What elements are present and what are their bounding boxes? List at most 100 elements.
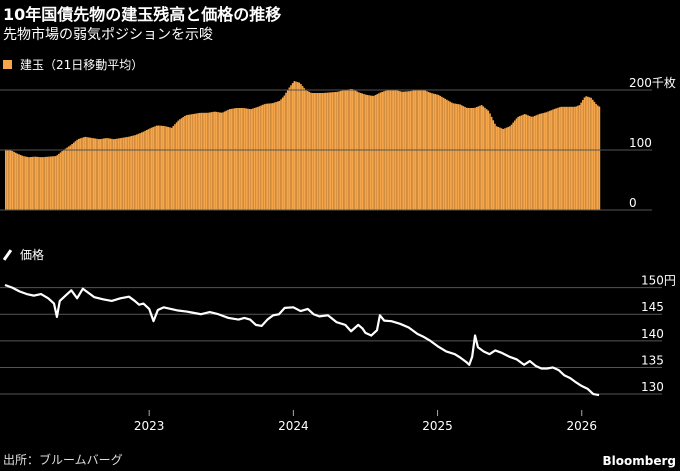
open-interest-bar [596, 105, 599, 210]
open-interest-bar [313, 93, 316, 210]
open-interest-bar [16, 153, 19, 210]
open-interest-bar [131, 135, 133, 210]
open-interest-bar [530, 116, 533, 210]
open-interest-bar [132, 135, 135, 210]
open-interest-bar [509, 126, 511, 210]
open-interest-bar [87, 137, 90, 210]
open-interest-bar [567, 106, 569, 210]
open-interest-bar [213, 111, 216, 210]
open-interest-bar [520, 115, 523, 210]
open-interest-bar [247, 108, 249, 210]
open-interest-bar [59, 152, 62, 210]
open-interest-bar [273, 102, 276, 210]
open-interest-bar [195, 113, 198, 210]
open-interest-bar [106, 138, 108, 210]
open-interest-bar [575, 106, 577, 210]
open-interest-bar [170, 127, 173, 210]
open-interest-bar [482, 106, 485, 210]
open-interest-bar [543, 112, 546, 210]
open-interest-bar [295, 81, 297, 210]
open-interest-bar [336, 91, 339, 210]
open-interest-bar [568, 106, 571, 210]
legend-open-interest: 建玉（21日移動平均） [3, 56, 143, 73]
open-interest-bar [519, 116, 521, 210]
open-interest-bar [71, 144, 73, 210]
open-interest-bar [265, 103, 267, 210]
open-interest-bar [557, 107, 559, 210]
open-interest-bar [376, 94, 379, 210]
open-interest-bar [298, 82, 301, 210]
open-interest-bar [39, 157, 42, 210]
open-interest-bar [137, 133, 140, 210]
price-y-tick-label: 150円 [641, 274, 676, 288]
open-interest-bar [235, 108, 238, 210]
open-interest-bar [13, 151, 15, 210]
open-interest-bar [479, 105, 481, 210]
open-interest-bar [76, 139, 78, 210]
open-interest-bar [582, 100, 584, 210]
open-interest-bar [91, 137, 93, 210]
open-interest-bar [401, 91, 403, 210]
source-note: 出所：ブルームバーグ [3, 453, 123, 467]
open-interest-bar [464, 106, 466, 210]
open-interest-bar [97, 139, 100, 210]
open-interest-bar [500, 128, 503, 210]
open-interest-bar [325, 92, 327, 210]
open-interest-bar [227, 109, 229, 210]
open-interest-bar [21, 155, 24, 210]
open-interest-bar [558, 107, 561, 210]
open-interest-bar [81, 137, 83, 210]
open-interest-bar [545, 112, 548, 210]
open-interest-bar [34, 156, 37, 210]
open-interest-bar [439, 95, 442, 210]
open-interest-bar [111, 138, 113, 210]
open-interest-bar [451, 102, 453, 210]
open-interest-bar [24, 156, 27, 210]
open-interest-bar [318, 93, 320, 210]
open-interest-bar [525, 114, 528, 210]
open-interest-bar [172, 126, 175, 210]
open-interest-bar [512, 122, 514, 210]
open-interest-bar [572, 106, 574, 210]
open-interest-bar [144, 130, 146, 210]
open-interest-bar [220, 112, 223, 210]
open-interest-bar [184, 115, 186, 210]
open-interest-bar [321, 93, 324, 210]
open-interest-bar [6, 149, 9, 210]
open-interest-bar [456, 103, 458, 210]
open-interest-bar [112, 139, 115, 210]
open-interest-bar [427, 91, 430, 210]
open-interest-bar [436, 94, 438, 210]
open-interest-bar [257, 106, 259, 210]
open-interest-bar [542, 113, 544, 210]
open-interest-bar [74, 141, 77, 210]
open-interest-bar [258, 106, 261, 210]
open-interest-bar [278, 100, 281, 210]
open-interest-bar [192, 114, 194, 210]
open-interest-bar [177, 120, 180, 210]
open-interest-bar [552, 109, 554, 210]
open-interest-bar [499, 127, 501, 210]
open-interest-bar [56, 155, 58, 210]
open-interest-bar [187, 114, 189, 210]
open-interest-bar [250, 109, 252, 210]
open-interest-bar [371, 95, 374, 210]
open-interest-bar [460, 105, 463, 210]
open-interest-bar [316, 93, 319, 210]
open-interest-bar [364, 94, 367, 210]
open-interest-bar [29, 157, 32, 210]
open-interest-bar [409, 91, 412, 210]
open-interest-bar [470, 108, 473, 210]
open-interest-bar [320, 93, 322, 210]
open-interest-bar [573, 106, 576, 210]
open-interest-bar [560, 106, 563, 210]
open-interest-bar [507, 126, 510, 210]
open-interest-bar [288, 87, 291, 210]
open-interest-bar [429, 92, 432, 210]
open-interest-bar [72, 142, 75, 210]
open-interest-bar [142, 131, 145, 210]
price-y-tick-label: 130 [641, 380, 664, 394]
open-interest-bar [356, 91, 359, 210]
brand-logo: Bloomberg [602, 454, 677, 468]
open-interest-bar [240, 108, 243, 210]
